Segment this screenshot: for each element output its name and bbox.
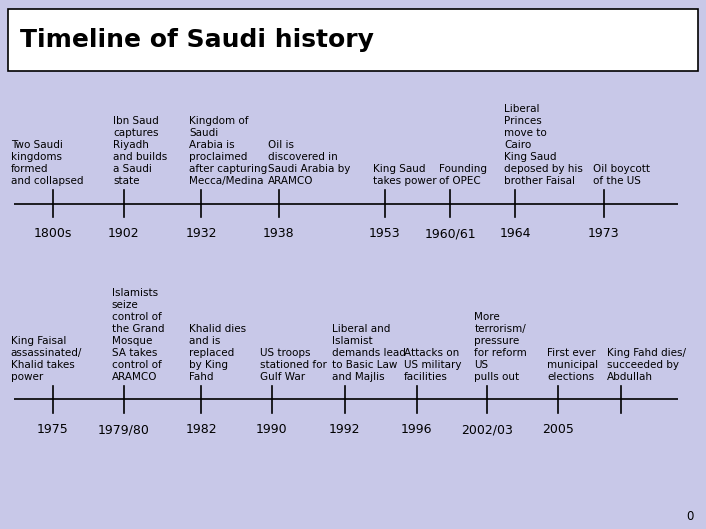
Text: Islamists
seize
control of
the Grand
Mosque
SA takes
control of
ARAMCO: Islamists seize control of the Grand Mos… bbox=[112, 288, 164, 382]
Text: 1975: 1975 bbox=[37, 423, 68, 436]
Text: Khalid dies
and is
replaced
by King
Fahd: Khalid dies and is replaced by King Fahd bbox=[189, 324, 246, 382]
Text: More
terrorism/
pressure
for reform
US
pulls out: More terrorism/ pressure for reform US p… bbox=[474, 312, 527, 382]
Text: King Fahd dies/
succeeded by
Abdullah: King Fahd dies/ succeeded by Abdullah bbox=[607, 348, 686, 382]
Text: 1973: 1973 bbox=[588, 227, 619, 241]
Text: 1990: 1990 bbox=[256, 423, 287, 436]
Text: Ibn Saud
captures
Riyadh
and builds
a Saudi
state: Ibn Saud captures Riyadh and builds a Sa… bbox=[113, 116, 167, 186]
Text: Founding
of OPEC: Founding of OPEC bbox=[439, 164, 487, 186]
Text: Kingdom of
Saudi
Arabia is
proclaimed
after capturing
Mecca/Medina: Kingdom of Saudi Arabia is proclaimed af… bbox=[189, 116, 268, 186]
Text: 1979/80: 1979/80 bbox=[97, 423, 150, 436]
Text: 1996: 1996 bbox=[401, 423, 432, 436]
Text: Timeline of Saudi history: Timeline of Saudi history bbox=[20, 28, 373, 52]
FancyBboxPatch shape bbox=[8, 9, 698, 71]
Text: King Saud
takes power: King Saud takes power bbox=[373, 164, 436, 186]
Text: 1800s: 1800s bbox=[34, 227, 72, 241]
Text: 1953: 1953 bbox=[369, 227, 400, 241]
Text: Two Saudi
kingdoms
formed
and collapsed: Two Saudi kingdoms formed and collapsed bbox=[11, 140, 83, 186]
Text: 1938: 1938 bbox=[263, 227, 294, 241]
Text: 1982: 1982 bbox=[186, 423, 217, 436]
Text: Oil boycott
of the US: Oil boycott of the US bbox=[593, 164, 650, 186]
Text: 2005: 2005 bbox=[542, 423, 574, 436]
Text: 1902: 1902 bbox=[108, 227, 139, 241]
Text: Attacks on
US military
facilities: Attacks on US military facilities bbox=[404, 348, 461, 382]
Text: 2002/03: 2002/03 bbox=[461, 423, 513, 436]
Text: 1964: 1964 bbox=[500, 227, 531, 241]
Text: Liberal
Princes
move to
Cairo
King Saud
deposed by his
brother Faisal: Liberal Princes move to Cairo King Saud … bbox=[504, 104, 583, 186]
Text: First ever
municipal
elections: First ever municipal elections bbox=[547, 348, 598, 382]
Text: 1960/61: 1960/61 bbox=[424, 227, 477, 241]
Text: 0: 0 bbox=[686, 509, 693, 523]
Text: Liberal and
Islamist
demands lead
to Basic Law
and Majlis: Liberal and Islamist demands lead to Bas… bbox=[332, 324, 406, 382]
Text: Oil is
discovered in
Saudi Arabia by
ARAMCO: Oil is discovered in Saudi Arabia by ARA… bbox=[268, 140, 351, 186]
Text: 1932: 1932 bbox=[186, 227, 217, 241]
Text: King Faisal
assassinated/
Khalid takes
power: King Faisal assassinated/ Khalid takes p… bbox=[11, 336, 82, 382]
Text: US troops
stationed for
Gulf War: US troops stationed for Gulf War bbox=[260, 348, 327, 382]
Text: 1992: 1992 bbox=[329, 423, 360, 436]
